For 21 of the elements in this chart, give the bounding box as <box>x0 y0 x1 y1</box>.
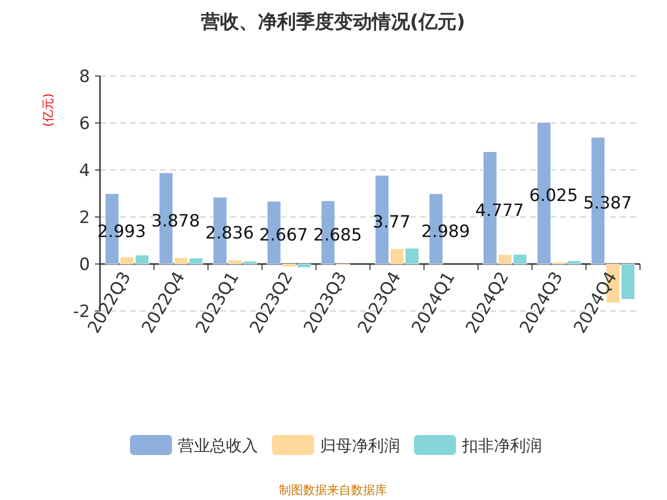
data-label: 4.777 <box>475 200 524 221</box>
legend-label: 扣非净利润 <box>461 436 542 455</box>
data-label: 2.989 <box>421 222 470 242</box>
legend-label: 归母净利润 <box>320 436 400 455</box>
y-tick-label: 4 <box>79 161 90 181</box>
data-label: 2.667 <box>259 226 308 246</box>
data-label: 3.77 <box>372 212 411 233</box>
legend-label: 营业总收入 <box>178 436 258 455</box>
data-label: 2.836 <box>205 224 254 244</box>
y-tick-label: 0 <box>79 255 90 275</box>
data-label: 3.878 <box>151 211 200 232</box>
y-axis-title: (亿元) <box>41 93 55 127</box>
y-tick-label: -2 <box>73 302 90 322</box>
y-tick-label: 6 <box>79 114 90 134</box>
data-label: 2.685 <box>313 225 362 246</box>
y-tick-label: 8 <box>79 67 90 87</box>
chart-title: 营收、净利季度变动情况(亿元) <box>200 11 466 33</box>
text: 制图数据来自数据库 <box>279 483 387 497</box>
data-label: 5.387 <box>583 194 632 214</box>
y-tick-label: 2 <box>79 208 90 228</box>
data-label: 6.025 <box>529 186 578 206</box>
